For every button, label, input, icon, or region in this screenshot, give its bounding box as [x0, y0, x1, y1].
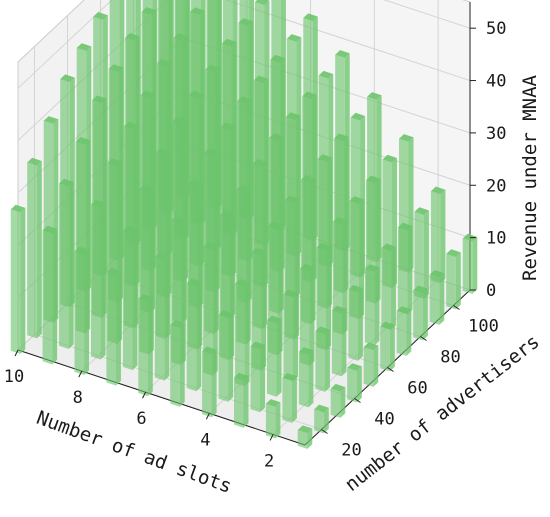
x-tick — [14, 349, 19, 357]
z-tick-label: 50 — [486, 19, 506, 39]
x-tick-label: 6 — [136, 409, 146, 429]
y-tick — [387, 367, 394, 372]
z-axis-label: Revenue under MNAA — [519, 74, 541, 280]
bar — [380, 321, 395, 372]
y-tick — [321, 429, 328, 434]
x-tick — [205, 413, 210, 420]
bar — [170, 320, 185, 407]
bar — [91, 199, 106, 360]
bar — [42, 225, 58, 365]
x-axis-line — [17, 349, 306, 446]
bar — [218, 310, 234, 402]
grid-z-back — [383, 0, 471, 29]
bar — [333, 217, 348, 335]
y-tick — [354, 398, 361, 403]
bar — [331, 305, 347, 377]
x-tick-label: 4 — [200, 430, 210, 450]
bar — [265, 399, 281, 439]
z-tick-label: 10 — [486, 229, 506, 249]
bar — [314, 404, 329, 434]
bar — [316, 243, 331, 351]
bar — [234, 372, 249, 428]
bar — [414, 207, 429, 299]
x-tick-label: 2 — [264, 451, 274, 471]
bar — [122, 226, 138, 371]
y-tick-label: 80 — [440, 348, 460, 368]
bar — [446, 249, 461, 310]
bar — [74, 246, 89, 375]
bar — [106, 267, 121, 386]
bar — [381, 243, 396, 330]
x-tick-label: 8 — [73, 388, 83, 408]
y-tick-label: 100 — [468, 317, 499, 337]
bar — [59, 178, 74, 349]
bar — [330, 383, 346, 418]
x-axis-label: Number of ad slots — [34, 407, 235, 498]
bar — [27, 157, 42, 339]
bar — [298, 347, 314, 408]
bar — [186, 278, 202, 392]
bar — [10, 204, 26, 354]
y-tick-label: 20 — [341, 441, 361, 461]
bar — [430, 186, 446, 284]
bar — [300, 263, 315, 366]
bar — [203, 242, 218, 376]
y-tick — [453, 305, 460, 310]
bar — [154, 252, 170, 381]
x-tick — [142, 391, 147, 399]
bar — [283, 289, 298, 382]
tick-labels: 2 4 6 8 10 20 40 60 80 100 0 10 20 30 40 50 — [4, 19, 507, 471]
bar — [251, 247, 267, 371]
x-tick-label: 10 — [4, 367, 24, 387]
bar — [297, 425, 313, 449]
bar — [413, 285, 428, 341]
z-tick-label: 0 — [486, 281, 496, 301]
bar — [364, 264, 380, 346]
bar — [347, 363, 362, 403]
z-tick-label: 20 — [486, 176, 506, 196]
bar — [348, 285, 363, 361]
z-tick-label: 30 — [486, 124, 506, 144]
x-tick — [269, 434, 274, 441]
bar — [363, 342, 379, 387]
bar — [267, 315, 282, 397]
y-tick — [420, 336, 427, 341]
bar — [235, 278, 250, 387]
bar — [138, 294, 153, 397]
grid-z-left — [17, 0, 113, 89]
bar — [250, 341, 265, 413]
y-tick-label: 40 — [374, 410, 394, 430]
bar — [462, 233, 478, 294]
z-tick-label: 40 — [486, 72, 506, 92]
y-tick-label: 60 — [407, 379, 427, 399]
bars — [10, 0, 478, 449]
bar — [202, 346, 217, 418]
bar — [397, 222, 413, 315]
bar — [315, 326, 330, 392]
x-tick — [78, 370, 83, 378]
bar — [282, 373, 297, 423]
bar — [396, 306, 412, 356]
bar — [429, 270, 445, 325]
